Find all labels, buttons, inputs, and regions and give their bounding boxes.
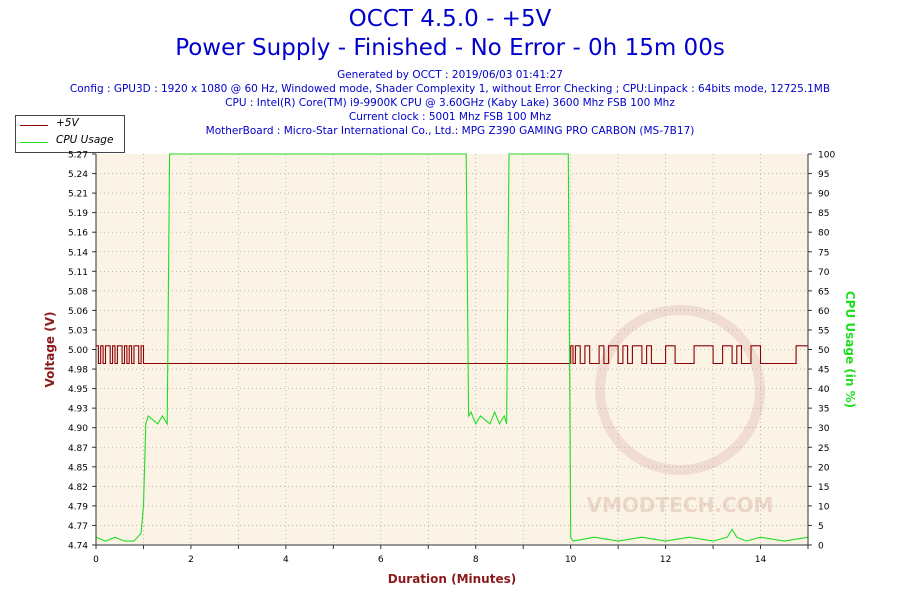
y-tick-label: 4.77	[68, 522, 88, 532]
cpu-line: CPU : Intel(R) Core(TM) i9-9900K CPU @ 3…	[225, 97, 675, 109]
y2-tick-label: 0	[818, 542, 824, 552]
y-tick-label: 5.11	[68, 268, 88, 278]
y-tick-label: 4.85	[68, 463, 88, 473]
x-tick-label: 10	[565, 555, 577, 565]
y-axis-label: Voltage (V)	[43, 312, 57, 388]
x-axis-label: Duration (Minutes)	[388, 572, 516, 586]
legend-swatch-5v	[20, 125, 48, 126]
series-line-5v	[96, 345, 809, 365]
y2-tick-label: 5	[818, 522, 824, 532]
y-tick-label: 4.87	[68, 444, 88, 454]
y2-tick-label: 70	[818, 268, 830, 278]
x-tick-label: 0	[93, 555, 99, 565]
legend-label-5v: +5V	[56, 117, 79, 129]
y-tick-label: 5.27	[68, 151, 88, 161]
y-tick-label: 5.08	[68, 287, 88, 297]
y2-tick-label: 25	[818, 444, 829, 454]
y2-axis-label: CPU Usage (in %)	[843, 291, 857, 408]
y-tick-label: 5.00	[68, 346, 88, 356]
y2-tick-label: 30	[818, 424, 830, 434]
x-tick-label: 4	[283, 555, 289, 565]
y-tick-label: 5.06	[68, 307, 88, 317]
y-tick-label: 4.93	[68, 405, 88, 415]
y2-tick-label: 100	[818, 151, 835, 161]
y-tick-label: 4.74	[68, 542, 88, 552]
y-tick-label: 4.95	[68, 385, 88, 395]
y2-tick-label: 10	[818, 502, 830, 512]
x-tick-label: 8	[473, 555, 479, 565]
y2-tick-label: 95	[818, 170, 829, 180]
legend-item-5v: +5V	[16, 117, 124, 133]
y2-tick-label: 60	[818, 307, 830, 317]
y-tick-label: 4.82	[68, 483, 88, 493]
x-tick-label: 12	[660, 555, 671, 565]
y-tick-label: 5.24	[68, 170, 88, 180]
y-tick-label: 4.90	[68, 424, 88, 434]
y-tick-label: 5.19	[68, 209, 88, 219]
y2-tick-label: 65	[818, 287, 829, 297]
y2-tick-label: 50	[818, 346, 830, 356]
y2-tick-label: 55	[818, 326, 829, 336]
y2-tick-label: 75	[818, 248, 829, 258]
clock-line: Current clock : 5001 Mhz FSB 100 Mhz	[348, 111, 552, 123]
legend-item-cpu-usage: CPU Usage	[16, 134, 124, 150]
config-line: Config : GPU3D : 1920 x 1080 @ 60 Hz, Wi…	[69, 83, 831, 95]
series-line-cpu-usage	[95, 153, 809, 542]
watermark-logo	[595, 305, 765, 475]
y2-tick-label: 45	[818, 366, 829, 376]
x-tick-label: 2	[188, 555, 194, 565]
generated-line: Generated by OCCT : 2019/06/03 01:41:27	[337, 69, 563, 81]
y2-tick-label: 80	[818, 229, 830, 239]
y-tick-label: 4.98	[68, 366, 88, 376]
chart-title: OCCT 4.5.0 - +5V	[348, 6, 552, 32]
legend: +5V CPU Usage	[15, 115, 125, 153]
x-tick-label: 14	[755, 555, 767, 565]
watermark-text: VMODTECH.COM	[587, 493, 774, 517]
y-tick-label: 5.21	[68, 190, 88, 200]
y-tick-label: 5.16	[68, 229, 88, 239]
motherboard-line: MotherBoard : Micro-Star International C…	[205, 125, 695, 137]
legend-swatch-cpu-usage	[20, 142, 48, 143]
y-tick-label: 4.79	[68, 502, 88, 512]
y2-tick-label: 35	[818, 405, 829, 415]
y2-tick-label: 85	[818, 209, 829, 219]
y-tick-label: 5.14	[68, 248, 88, 258]
y2-tick-label: 40	[818, 385, 830, 395]
chart-subtitle: Power Supply - Finished - No Error - 0h …	[175, 35, 725, 61]
y2-tick-label: 20	[818, 463, 830, 473]
y2-tick-label: 15	[818, 483, 829, 493]
x-tick-label: 6	[378, 555, 384, 565]
y-tick-label: 5.03	[68, 326, 88, 336]
legend-label-cpu-usage: CPU Usage	[56, 134, 114, 146]
y2-tick-label: 90	[818, 190, 830, 200]
